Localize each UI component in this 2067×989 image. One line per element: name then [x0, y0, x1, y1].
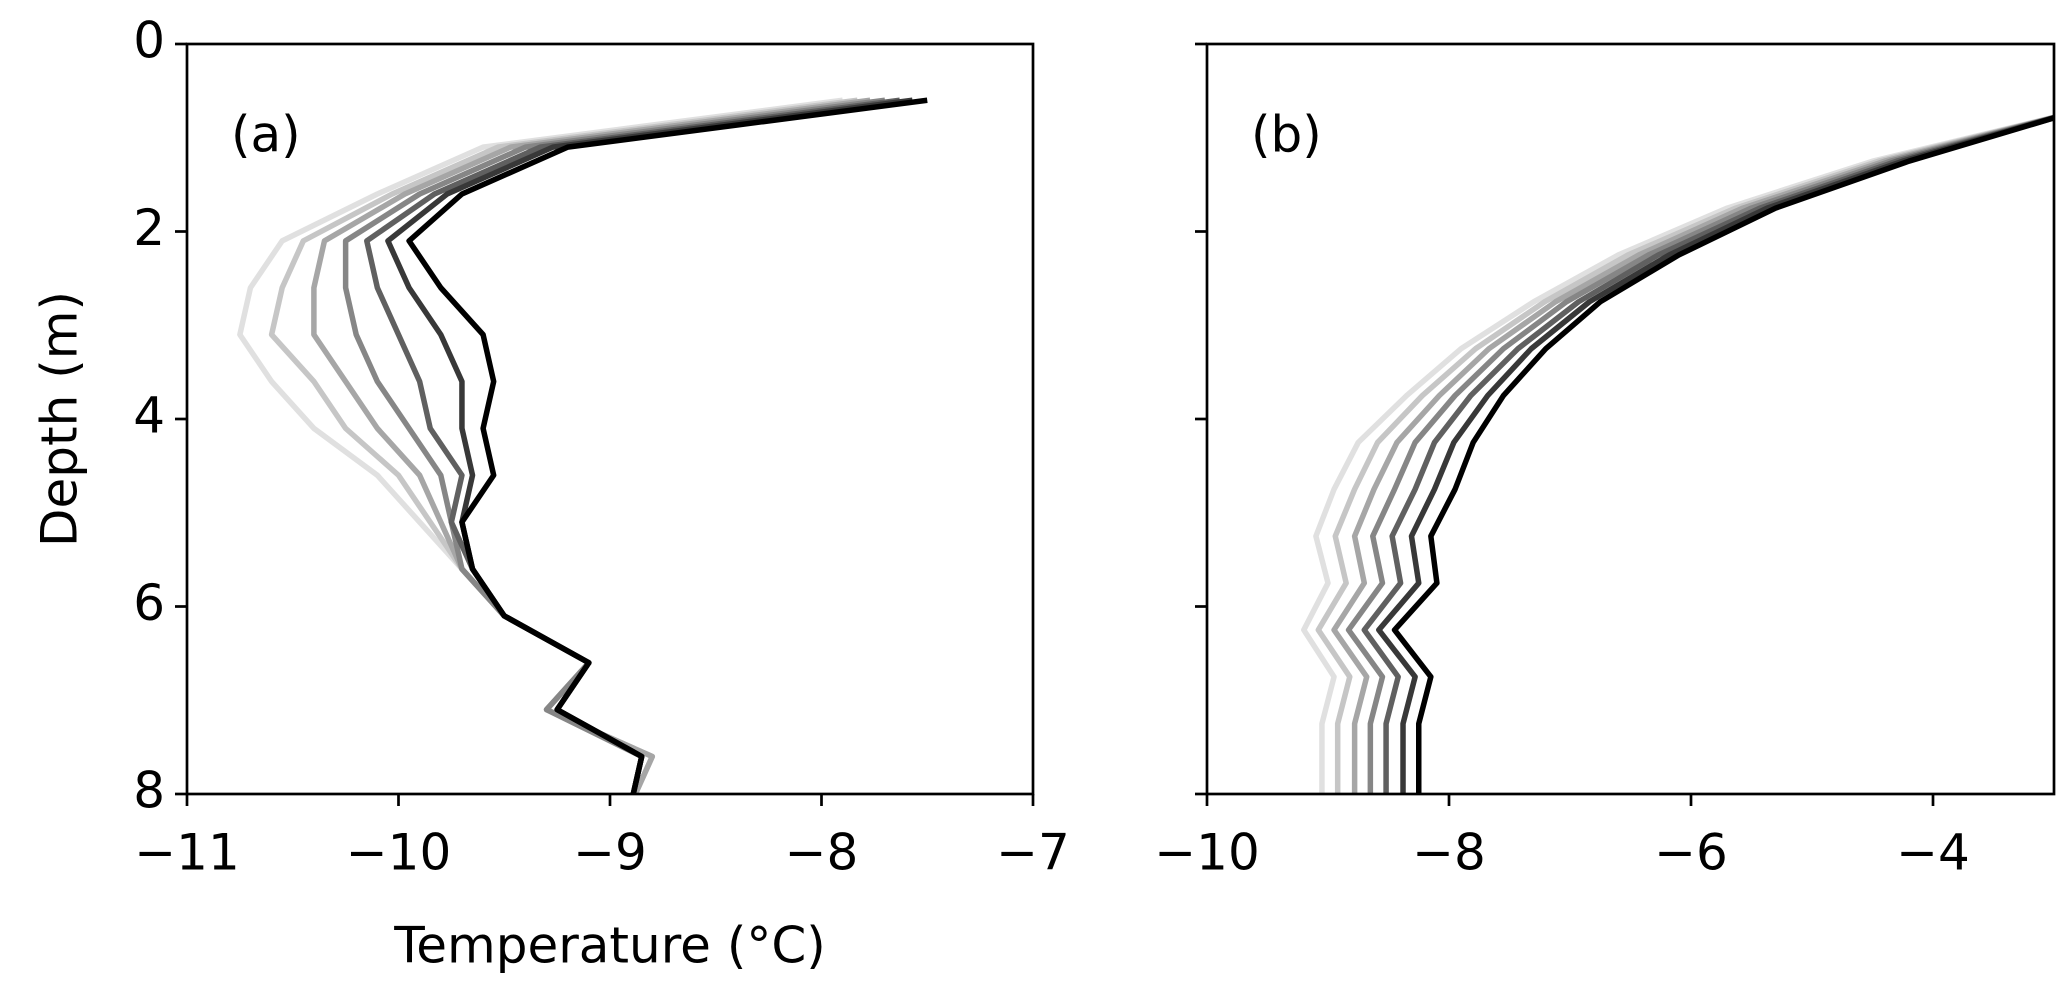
- axes-frame: [185, 42, 1035, 796]
- x-tick-label: −6: [1654, 824, 1728, 882]
- x-tick-label: −8: [1412, 824, 1486, 882]
- data-line: [1361, 114, 2054, 794]
- data-line: [237, 97, 844, 794]
- x-tick-label: −10: [346, 824, 452, 882]
- panel-label: (b): [1251, 106, 1322, 164]
- y-tick-label: 0: [133, 12, 165, 70]
- plot-area: [237, 97, 928, 794]
- x-tick-label: −11: [134, 824, 240, 882]
- x-tick-label: −7: [996, 824, 1070, 882]
- data-line: [406, 97, 928, 794]
- x-tick-label: −9: [573, 824, 647, 882]
- panel-label: (a): [231, 106, 301, 164]
- panel: −11 −10 −9 −8 −7 0 2 4 6 8 (a) Temperature (°C) Dept…: [31, 12, 1070, 975]
- data-line: [342, 97, 886, 794]
- y-tick-label: 6: [133, 574, 165, 632]
- x-axis-label: Temperature (°C): [393, 917, 826, 975]
- plot-area: [1301, 114, 2054, 794]
- data-line: [1331, 114, 2054, 794]
- y-tick-label: 2: [133, 199, 165, 257]
- x-tick-label: −10: [1154, 824, 1260, 882]
- data-line: [385, 97, 913, 794]
- x-tick-label: −4: [1896, 824, 1970, 882]
- y-axis-label: Depth (m): [31, 291, 89, 547]
- data-line: [1391, 115, 2054, 794]
- data-line: [1301, 114, 2054, 794]
- y-tick-label: 8: [133, 762, 165, 820]
- y-tick-label: 4: [133, 387, 165, 445]
- data-line: [1315, 114, 2054, 794]
- panel: −10 −8 −6 −4 (b): [1154, 42, 2056, 882]
- data-line: [1376, 114, 2054, 794]
- x-tick-label: −8: [785, 824, 859, 882]
- data-line: [1345, 114, 2054, 794]
